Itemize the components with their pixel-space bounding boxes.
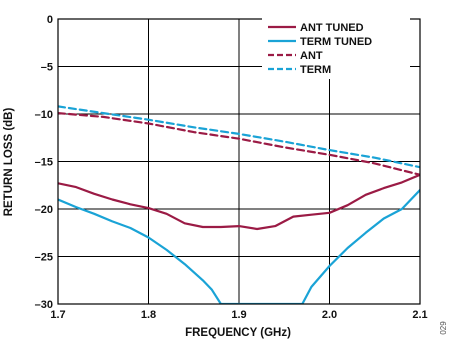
figure-id: 029	[439, 321, 448, 335]
y-tick-label: –30	[35, 299, 53, 311]
series-line-term-tuned	[58, 188, 420, 304]
y-axis-title: RETURN LOSS (dB)	[3, 108, 15, 217]
y-tick-label: –20	[35, 204, 53, 216]
y-tick-label: –25	[35, 252, 53, 264]
legend-label-term: TERM	[300, 64, 331, 76]
y-tick-label: –10	[35, 109, 53, 121]
x-tick-label: 2.0	[322, 309, 337, 321]
y-tick-label: 0	[47, 14, 53, 26]
y-tick-label: –15	[35, 157, 53, 169]
x-tick-label: 2.1	[412, 309, 427, 321]
x-tick-label: 1.9	[231, 309, 246, 321]
y-tick-label: –5	[41, 62, 53, 74]
series-line-ant-tuned	[58, 173, 420, 231]
legend: ANT TUNED TERM TUNED ANT TERM	[262, 18, 410, 79]
tick-labels: 1.7 1.8 1.9 2.0 2.1 0 –5 –10 –15 –20 –25 –30	[35, 14, 428, 321]
legend-label-ant: ANT	[300, 50, 323, 62]
legend-label-ant-tuned: ANT TUNED	[300, 22, 364, 34]
plot-frame	[57, 18, 421, 305]
series-layer	[58, 105, 420, 304]
x-tick-label: 1.8	[141, 309, 156, 321]
x-axis-title: FREQUENCY (GHz)	[185, 327, 291, 339]
x-tick-label: 1.7	[50, 309, 65, 321]
legend-label-term-tuned: TERM TUNED	[300, 36, 372, 48]
series-line-ant	[58, 112, 420, 176]
series-line-term	[58, 105, 420, 169]
